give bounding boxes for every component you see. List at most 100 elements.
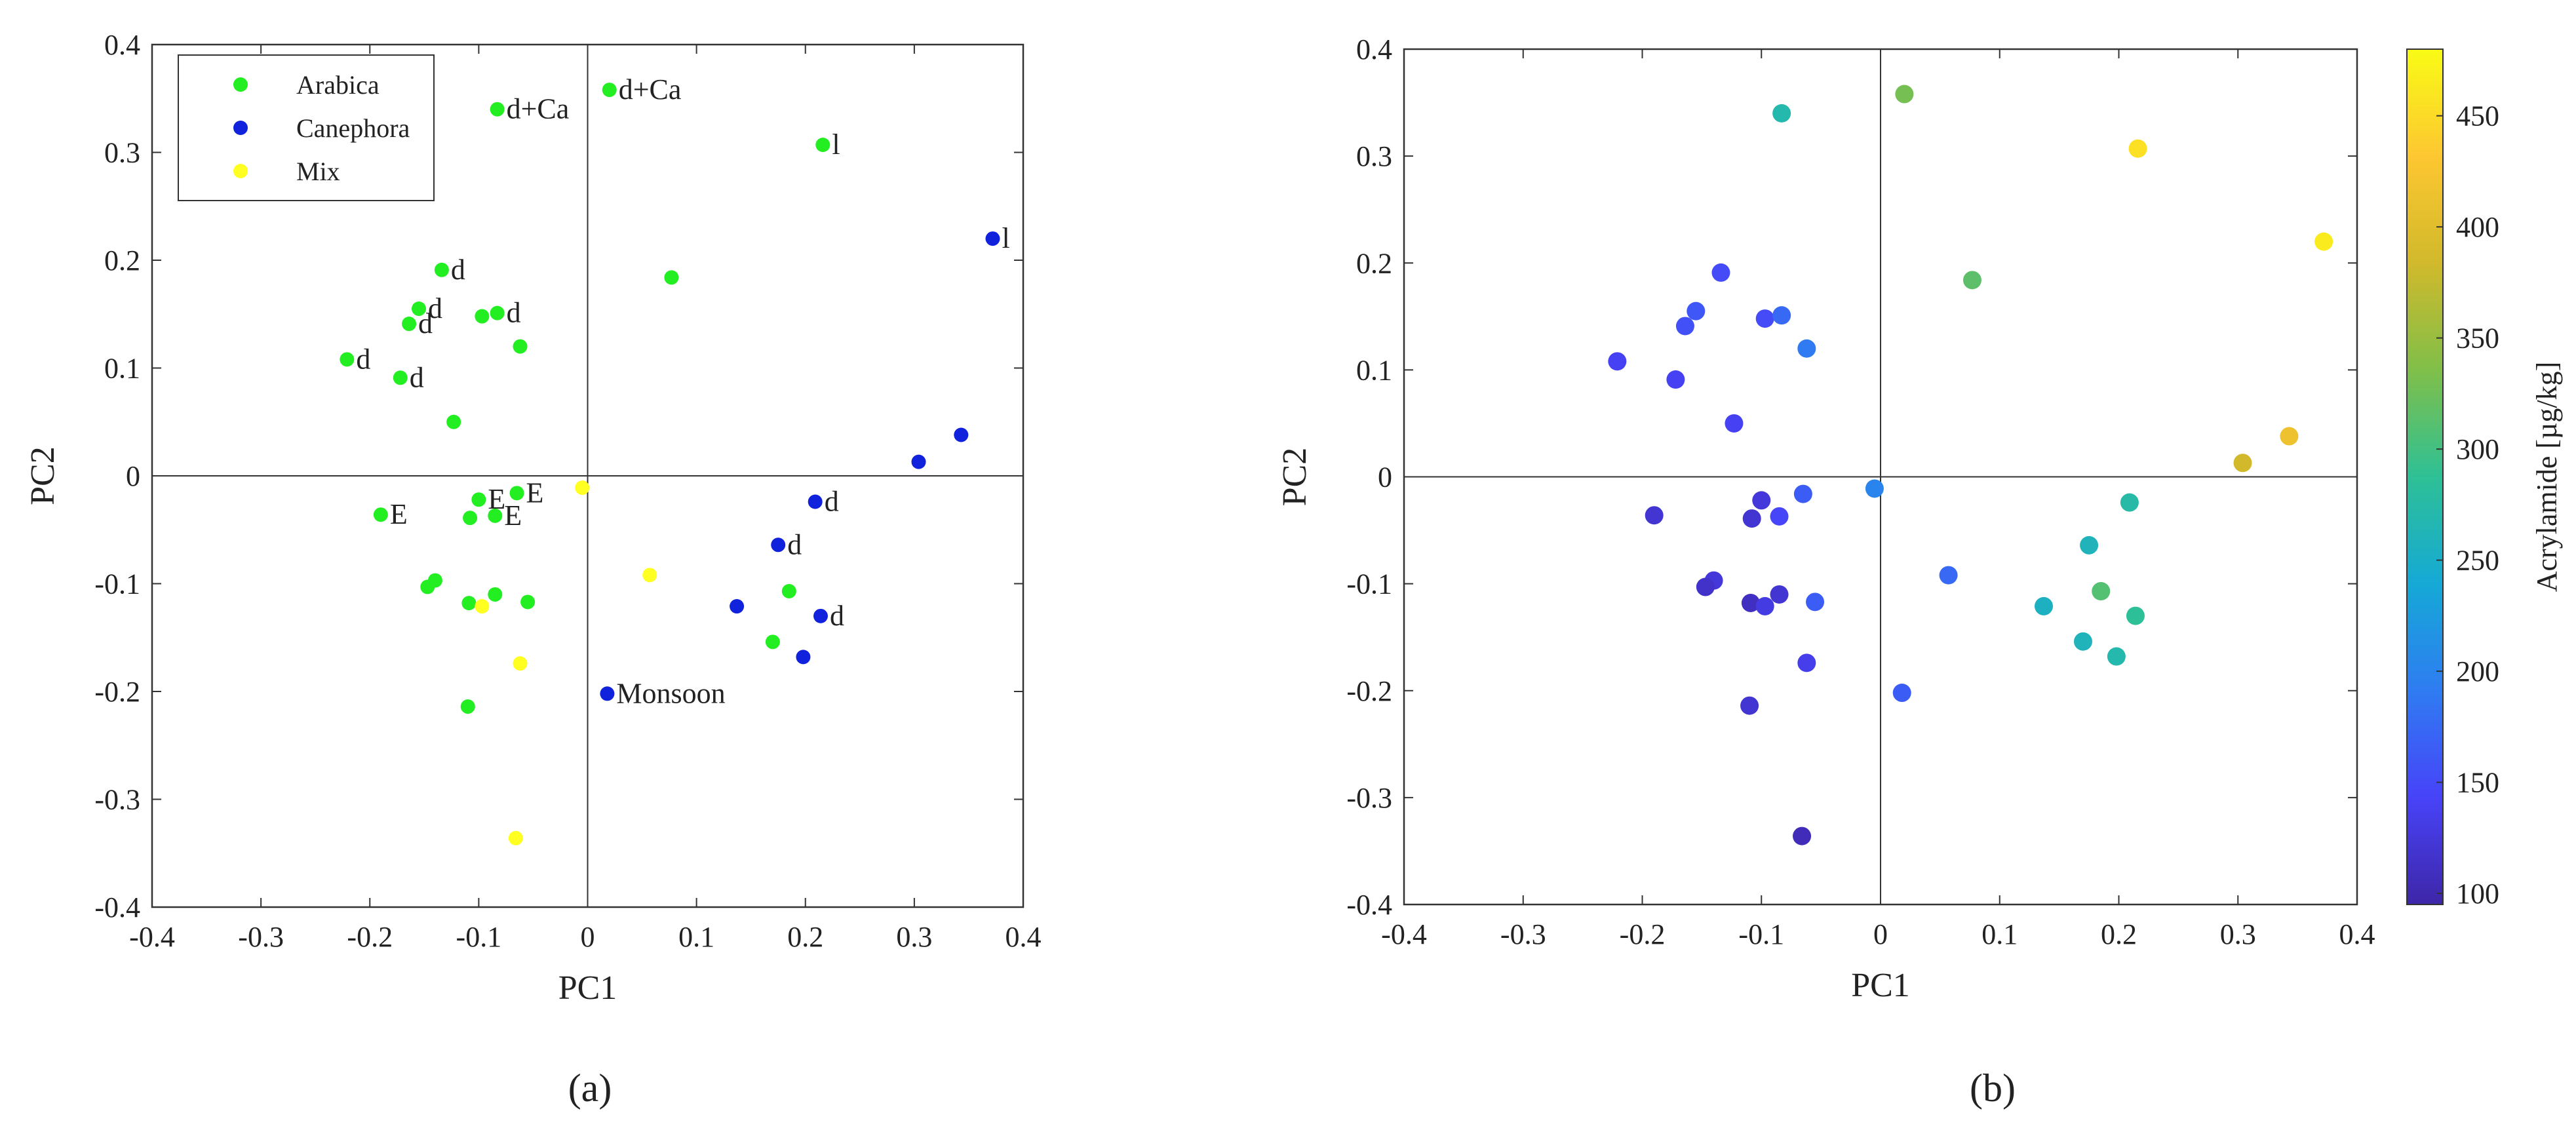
- colorbar-tick-label: 200: [2456, 655, 2499, 688]
- panel-b-label: (b): [1970, 1066, 2016, 1110]
- data-point-acrylamide: [2280, 427, 2299, 446]
- x-tick-label: 0: [1873, 918, 1888, 950]
- data-point-canephora: [771, 537, 786, 553]
- colorbar-tick-label: 450: [2456, 100, 2499, 132]
- data-point-arabica: [602, 83, 617, 98]
- x-tick-label: 0.4: [2339, 918, 2375, 950]
- colorbar-tick-label: 250: [2456, 545, 2499, 577]
- data-point-arabica: [471, 492, 486, 507]
- data-point-acrylamide: [1752, 491, 1771, 510]
- data-point-arabica: [393, 370, 408, 385]
- data-point-arabica: [460, 699, 475, 714]
- data-point-acrylamide: [1725, 414, 1744, 433]
- data-point-canephora: [808, 494, 823, 509]
- data-point-arabica: [420, 579, 435, 594]
- series-mix: [475, 480, 657, 846]
- data-point-acrylamide: [1740, 696, 1759, 715]
- data-point-acrylamide: [2126, 606, 2145, 625]
- y-tick-label: 0.1: [1356, 354, 1392, 386]
- x-tick-label: 0.1: [678, 921, 714, 953]
- point-annotation: d: [356, 343, 370, 375]
- data-point-arabica: [664, 270, 679, 285]
- point-annotation: Monsoon: [616, 677, 725, 709]
- data-point-arabica: [815, 137, 830, 152]
- data-point-acrylamide: [1793, 484, 1812, 503]
- data-point-acrylamide: [1806, 593, 1825, 612]
- y-tick-label: -0.3: [94, 784, 140, 816]
- panel-a-label: (a): [568, 1066, 612, 1110]
- y-axis-label: PC2: [24, 446, 62, 505]
- point-annotation: d+Ca: [507, 93, 570, 125]
- point-annotation: l: [832, 128, 840, 161]
- x-tick-label: 0.4: [1005, 921, 1042, 953]
- y-tick-label: -0.2: [1346, 675, 1392, 707]
- point-annotation: d: [410, 361, 424, 393]
- data-point-acrylamide: [2034, 596, 2053, 615]
- y-tick-label: 0.3: [1356, 140, 1392, 172]
- y-tick-label: 0.2: [104, 244, 140, 277]
- point-annotation: d: [825, 485, 839, 517]
- colorbar-tick-label: 150: [2456, 767, 2499, 799]
- data-point-arabica: [402, 317, 417, 332]
- data-point-canephora: [730, 599, 745, 614]
- data-point-arabica: [340, 352, 355, 367]
- colorbar-label: Acrylamide [µg/kg]: [2531, 362, 2563, 593]
- data-point-canephora: [954, 427, 969, 442]
- data-point-acrylamide: [1895, 85, 1914, 104]
- data-point-acrylamide: [1772, 306, 1791, 325]
- x-tick-label: 0.1: [1981, 918, 2018, 950]
- legend-label: Canephora: [296, 113, 410, 143]
- x-tick-label: -0.2: [347, 921, 393, 953]
- data-point-arabica: [463, 511, 478, 526]
- y-tick-label: 0.3: [104, 137, 140, 169]
- data-point-acrylamide: [1865, 479, 1884, 498]
- data-point-acrylamide: [1962, 271, 1981, 290]
- panel-b-scatter: -0.4 -0.3 -0.2 -0.1 0 0.1 0.2 0.3 0.4 -0.4 -0.3 -0.…: [1276, 33, 2563, 1004]
- data-point-acrylamide: [1687, 301, 1706, 321]
- data-point-acrylamide: [1755, 309, 1774, 328]
- data-point-acrylamide: [1755, 596, 1774, 615]
- x-tick-label: -0.3: [1500, 918, 1546, 950]
- point-annotation: d: [428, 292, 442, 324]
- point-annotation: d: [418, 307, 433, 340]
- legend-box: [178, 54, 435, 201]
- data-point-acrylamide: [1939, 566, 1958, 585]
- x-tick-label: 0: [581, 921, 595, 953]
- data-point-arabica: [490, 305, 505, 321]
- data-point-arabica: [520, 594, 536, 610]
- data-point-acrylamide: [1645, 506, 1664, 525]
- point-annotation: E: [390, 498, 408, 530]
- legend: Arabica Canephora Mix: [178, 54, 435, 201]
- y-tick-label: 0.1: [104, 353, 140, 385]
- x-tick-label: -0.2: [1620, 918, 1666, 950]
- data-point-acrylamide: [1742, 509, 1761, 528]
- x-tick-label: -0.3: [238, 921, 284, 953]
- data-point-canephora: [796, 650, 811, 665]
- point-annotation: d: [451, 254, 465, 286]
- data-point-acrylamide: [1772, 104, 1791, 123]
- y-tick-label: -0.4: [94, 891, 140, 924]
- acrylamide-points: [1608, 85, 2333, 846]
- x-axis-label: PC1: [558, 969, 617, 1007]
- data-point-acrylamide: [1797, 339, 1816, 358]
- data-point-acrylamide: [1711, 263, 1730, 282]
- data-point-arabica: [509, 486, 524, 501]
- y-tick-label: 0: [1378, 461, 1392, 494]
- point-annotation: E: [504, 499, 522, 532]
- colorbar-tick-label: 350: [2456, 322, 2499, 355]
- x-tick-label: 0.3: [896, 921, 932, 953]
- data-point-acrylamide: [2233, 454, 2252, 473]
- data-point-canephora: [600, 686, 615, 701]
- data-point-arabica: [781, 584, 796, 599]
- legend-marker: [233, 77, 248, 92]
- data-point-mix: [513, 656, 528, 671]
- data-point-arabica: [475, 309, 490, 324]
- y-tick-label: 0: [126, 460, 140, 492]
- data-point-acrylamide: [2073, 632, 2092, 651]
- data-point-acrylamide: [2092, 582, 2111, 601]
- point-annotation: d: [787, 528, 802, 560]
- point-annotation: l: [1002, 222, 1009, 254]
